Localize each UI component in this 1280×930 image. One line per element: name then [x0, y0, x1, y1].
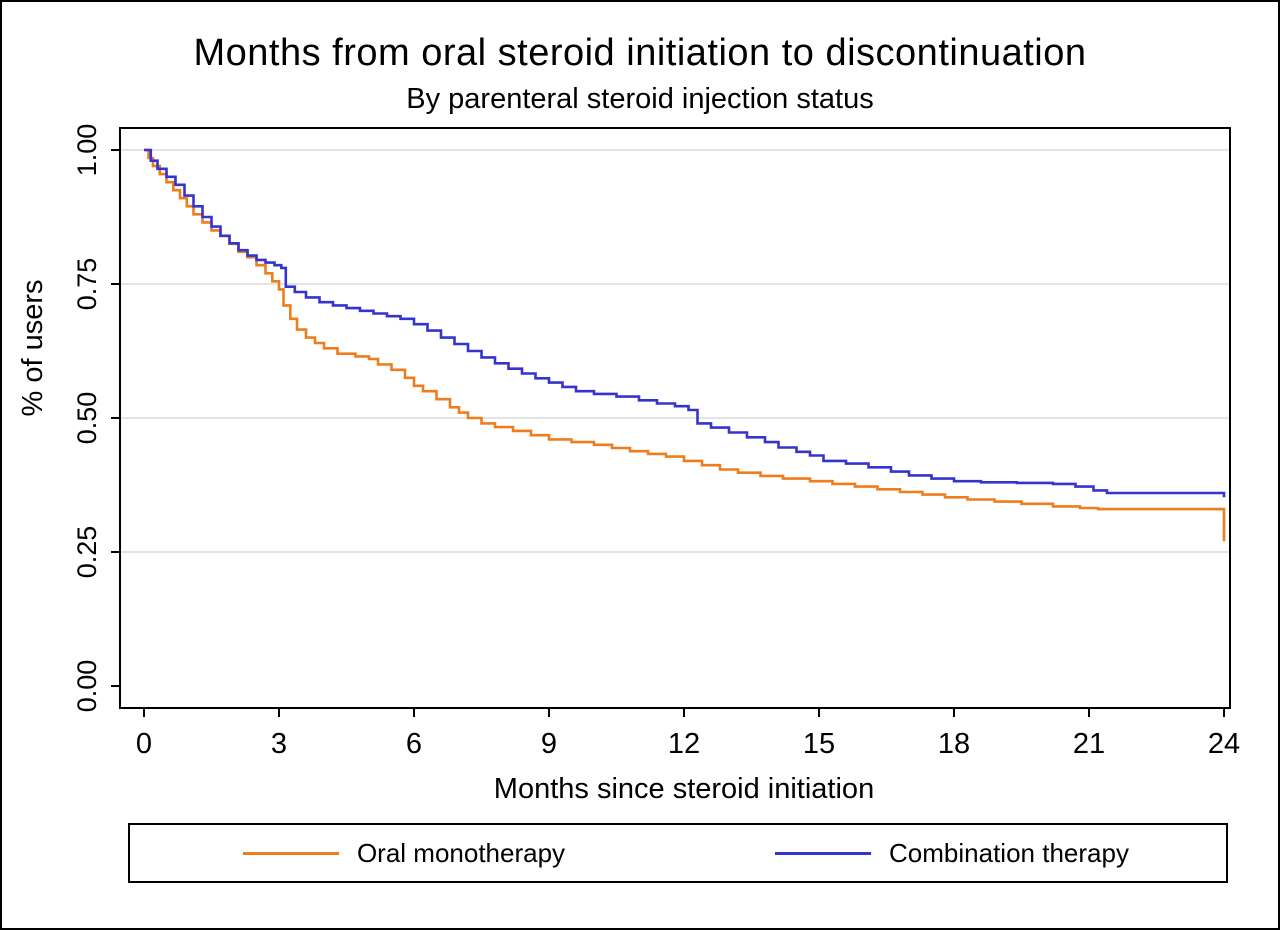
- oral-monotherapy-line-icon: [242, 851, 339, 855]
- legend-item-combination-therapy: Combination therapy: [678, 838, 1226, 869]
- svg-text:9: 9: [541, 728, 557, 760]
- svg-text:0.75: 0.75: [72, 258, 102, 311]
- svg-text:15: 15: [803, 728, 835, 760]
- svg-text:0: 0: [136, 728, 152, 760]
- legend-item-oral-monotherapy: Oral monotherapy: [130, 838, 678, 869]
- combination-therapy-line-icon: [775, 851, 872, 855]
- svg-text:24: 24: [1208, 728, 1240, 760]
- legend: Oral monotherapy Combination therapy: [128, 823, 1228, 883]
- legend-label-combination-therapy: Combination therapy: [889, 837, 1129, 868]
- svg-text:6: 6: [406, 728, 422, 760]
- svg-text:0.50: 0.50: [72, 392, 102, 445]
- svg-text:12: 12: [668, 728, 700, 760]
- km-plot: 0.00 0.25 0.50 0.75 1.00 0 3 6 9 12 15 18 21 24 Months…: [17, 124, 1240, 805]
- svg-text:18: 18: [938, 728, 970, 760]
- svg-text:3: 3: [271, 728, 287, 760]
- svg-text:1.00: 1.00: [72, 124, 102, 177]
- svg-text:21: 21: [1073, 728, 1105, 760]
- svg-text:0.00: 0.00: [72, 660, 102, 713]
- chart-title: Months from oral steroid initiation to d…: [193, 32, 1087, 74]
- svg-text:0.25: 0.25: [72, 526, 102, 579]
- chart-subtitle: By parenteral steroid injection status: [406, 83, 874, 115]
- plot-area-wrap: 0.00 0.25 0.50 0.75 1.00 0 3 6 9 12 15 18 21 24 Months…: [2, 118, 1278, 823]
- svg-text:% of users: % of users: [17, 280, 49, 417]
- svg-text:Months since steroid initiatio: Months since steroid initiation: [494, 773, 874, 805]
- legend-label-oral-monotherapy: Oral monotherapy: [356, 837, 566, 868]
